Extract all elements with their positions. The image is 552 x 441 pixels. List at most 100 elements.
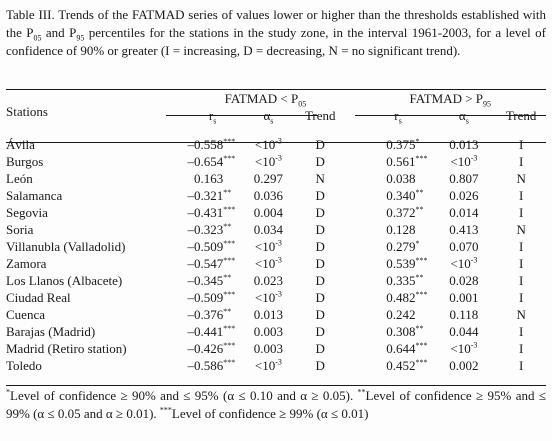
header-alpha-low: αs xyxy=(263,108,274,126)
trend-low-value: D xyxy=(315,273,325,288)
rs-high-value: 0.242 xyxy=(386,307,416,322)
rs-low-value: –0.509*** xyxy=(187,289,236,305)
trend-high-value: I xyxy=(518,256,524,271)
station-name: Los Llanos (Albacete) xyxy=(6,273,123,288)
alpha-high-value: 0.013 xyxy=(449,137,479,152)
header-row-columns: rs αs Trend rs αs Trend xyxy=(6,107,546,126)
table-row: Los Llanos (Albacete) –0.345** 0.023 D 0.335… xyxy=(6,272,546,289)
alpha-low-value: <10-3 xyxy=(254,255,282,271)
station-name: Segovia xyxy=(6,205,48,220)
alpha-low-value: 0.297 xyxy=(253,171,284,186)
table-row: Zamora –0.547*** <10-3 D 0.539*** <10-3 I xyxy=(6,255,546,272)
alpha-high-value: 0.070 xyxy=(449,239,479,254)
rs-low-value: –0.558*** xyxy=(187,136,236,152)
station-name: Barajas (Madrid) xyxy=(6,324,96,339)
trend-low-value: D xyxy=(315,324,325,339)
alpha-high-value: 0.118 xyxy=(449,307,479,322)
alpha-high-value: 0.044 xyxy=(449,324,479,339)
table-footnote: *Level of confidence ≥ 90% and ≤ 95% (α … xyxy=(6,387,546,421)
header-group-low: FATMAD < P05 xyxy=(224,91,307,109)
alpha-high-value: 0.807 xyxy=(449,171,479,186)
table-row: Salamanca –0.321** 0.036 D 0.340** 0.026 I xyxy=(6,187,546,204)
rs-low-value: –0.321** xyxy=(187,187,232,203)
rs-high-value: 0.539*** xyxy=(386,255,428,271)
alpha-low-value: 0.003 xyxy=(253,324,284,339)
alpha-high-value: 0.001 xyxy=(449,290,479,305)
trend-low-value: D xyxy=(315,256,325,271)
alpha-low-value: <10-3 xyxy=(254,136,282,152)
trend-low-value: D xyxy=(315,239,325,254)
table-row: Burgos –0.654*** <10-3 D 0.561*** <10-3 I xyxy=(6,153,546,170)
rs-high-value: 0.128 xyxy=(386,222,416,237)
trend-high-value: I xyxy=(518,137,524,152)
trend-low-value: D xyxy=(315,154,325,169)
trend-high-value: I xyxy=(518,290,524,305)
alpha-high-value: <10-3 xyxy=(450,255,478,271)
rs-low-value: –0.426*** xyxy=(187,340,236,356)
alpha-low-value: 0.036 xyxy=(253,188,284,203)
table-caption: Table III. Trends of the FATMAD series o… xyxy=(6,6,546,60)
station-name: Ciudad Real xyxy=(6,290,71,305)
rs-high-value: 0.561*** xyxy=(386,153,428,169)
rs-low-value: –0.431*** xyxy=(187,204,236,220)
rs-high-value: 0.340** xyxy=(386,187,424,203)
caption-text: and P xyxy=(41,25,77,40)
rs-high-value: 0.375* xyxy=(386,136,420,152)
alpha-low-value: 0.013 xyxy=(253,307,284,322)
alpha-high-value: 0.002 xyxy=(449,358,479,373)
rs-high-value: 0.452*** xyxy=(386,357,428,373)
rs-high-value: 0.279* xyxy=(386,238,420,254)
group-rule-low xyxy=(166,115,318,116)
table-row: Madrid (Retiro station) –0.426*** 0.003 D 0.… xyxy=(6,340,546,357)
table-bottom-rule xyxy=(6,385,546,386)
alpha-low-value: 0.023 xyxy=(253,273,284,288)
trend-low-value: D xyxy=(315,222,325,237)
rs-high-value: 0.335** xyxy=(386,272,424,288)
alpha-high-value: 0.413 xyxy=(449,222,479,237)
rs-low-value: –0.323** xyxy=(187,221,232,237)
data-table: Stations FATMAD < P05 FATMAD > P95 rs αs… xyxy=(6,90,546,374)
trend-high-value: I xyxy=(518,341,524,356)
station-name: Villanubla (Valladolid) xyxy=(6,239,126,254)
trend-high-value: I xyxy=(518,239,524,254)
alpha-low-value: <10-3 xyxy=(254,153,282,169)
station-name: Cuenca xyxy=(6,307,45,322)
rs-low-value: –0.654*** xyxy=(187,153,236,169)
rs-high-value: 0.308** xyxy=(386,323,424,339)
table-row: Villanubla (Valladolid) –0.509*** <10-3 D 0.… xyxy=(6,238,546,255)
alpha-low-value: <10-3 xyxy=(254,238,282,254)
station-name: Burgos xyxy=(6,154,44,169)
header-alpha-high: αs xyxy=(458,108,469,126)
trend-low-value: D xyxy=(315,188,325,203)
station-name: Salamanca xyxy=(6,188,63,203)
alpha-high-value: <10-3 xyxy=(450,153,478,169)
trend-high-value: N xyxy=(516,171,526,186)
rs-low-value: 0.163 xyxy=(194,171,224,186)
trend-low-value: N xyxy=(315,171,325,186)
alpha-high-value: 0.028 xyxy=(449,273,479,288)
trend-high-value: I xyxy=(518,205,524,220)
station-name: Ávila xyxy=(6,137,35,152)
rs-high-value: 0.482*** xyxy=(386,289,428,305)
caption-subscript: 05 xyxy=(33,33,42,43)
rs-low-value: –0.586*** xyxy=(187,357,236,373)
trend-high-value: I xyxy=(518,188,524,203)
table-row: Toledo –0.586*** <10-3 D 0.452*** 0.002 I xyxy=(6,357,546,374)
station-name: Zamora xyxy=(6,256,47,271)
table-row: Segovia –0.431*** 0.004 D 0.372** 0.014 I xyxy=(6,204,546,221)
table-row: Barajas (Madrid) –0.441*** 0.003 D 0.308** 0.… xyxy=(6,323,546,340)
rs-low-value: –0.441*** xyxy=(187,323,236,339)
alpha-low-value: 0.003 xyxy=(253,341,284,356)
station-name: Soria xyxy=(6,222,34,237)
alpha-low-value: <10-3 xyxy=(254,357,282,373)
caption-text: percentiles for the stations in the stud… xyxy=(6,25,546,58)
header-rs-low: rs xyxy=(208,108,217,126)
header-group-high: FATMAD > P95 xyxy=(409,91,492,109)
trend-low-value: D xyxy=(315,290,325,305)
rs-high-value: 0.038 xyxy=(386,171,416,186)
header-rs-high: rs xyxy=(394,108,402,126)
station-name: Madrid (Retiro station) xyxy=(6,341,127,356)
table-row: León 0.163 0.297 N 0.038 0.807 N xyxy=(6,170,546,187)
caption-subscript: 95 xyxy=(76,33,85,43)
rs-high-value: 0.372** xyxy=(386,204,424,220)
